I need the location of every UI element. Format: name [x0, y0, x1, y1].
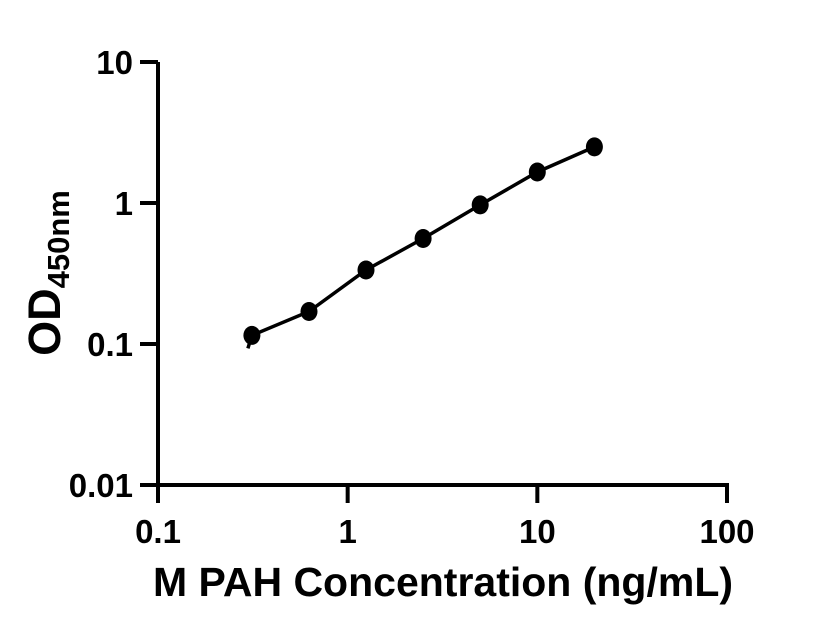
curve-line [246, 145, 596, 349]
data-series [243, 137, 603, 349]
data-point [528, 162, 546, 182]
data-point [243, 325, 261, 345]
data-point [414, 229, 432, 248]
x-axis-title: M PAH Concentration (ng/mL) [153, 559, 733, 605]
tick-marks [140, 60, 729, 503]
y-axis-title-sub: 450nm [41, 190, 76, 288]
y-tick-label: 1 [115, 185, 133, 222]
x-tick-label: 10 [519, 513, 556, 550]
y-tick-label: 10 [96, 44, 133, 81]
data-point [585, 137, 603, 157]
y-axis-title-group: OD450nm [19, 190, 76, 356]
x-tick-label: 100 [699, 513, 754, 550]
y-axis-title: OD450nm [19, 190, 76, 356]
x-tick-label: 1 [338, 513, 356, 550]
data-point [471, 195, 489, 215]
data-point [357, 260, 375, 280]
axes [156, 62, 729, 487]
y-tick-label: 0.01 [69, 467, 133, 504]
y-axis-title-main: OD [19, 288, 70, 356]
x-tick-label: 0.1 [135, 513, 181, 550]
data-point [300, 302, 318, 321]
y-tick-label: 0.1 [87, 326, 133, 363]
